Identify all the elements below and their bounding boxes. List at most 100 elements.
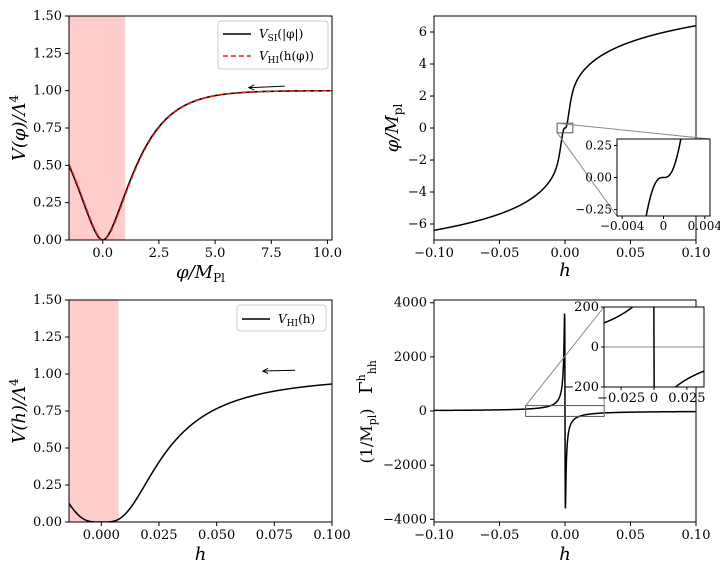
panel-br-xtick-label-0: −0.10 <box>414 528 454 543</box>
panel-tr-ytick-label-6: 6 <box>419 25 427 40</box>
panel-tl-xlabel-part-0: φ/M <box>176 262 214 283</box>
panel-tl-legend-label-1-part-1: HI <box>268 56 280 66</box>
panel-tr-connector-top <box>557 122 711 140</box>
panel-tr-zoom-box <box>556 122 574 134</box>
panel-tr-ylabel: φ/Mpl <box>382 104 405 153</box>
panel-tr-xtick-label-0: −0.10 <box>414 246 454 261</box>
panel-br-ylabel-unit-part-1: pl <box>366 414 379 425</box>
panel-bl-ylabel: V(h)/Λ4 <box>7 378 30 444</box>
panel-tr-ylabel-part-0: φ/M <box>382 115 403 153</box>
panel-bl-ytick-label-1: 0.25 <box>33 478 62 493</box>
panel-tl-series-1 <box>69 90 332 240</box>
panel-tr-inset-xtick-label-2: 0.004 <box>688 219 720 233</box>
panel-bl-legend-label-0-part-1: HI <box>287 319 299 329</box>
panel-br-inset-ytick-label-1: 0 <box>591 340 599 355</box>
panel-tl-ytick-label-2: 0.50 <box>33 158 62 173</box>
panel-tl-xtick-label-0: 0.0 <box>92 246 113 261</box>
panel-br-xtick-label-2: 0.00 <box>551 528 580 543</box>
panel-tr-connector-bottom <box>556 132 618 217</box>
panel-br-inset-ytick-label-0: −200 <box>563 380 599 395</box>
panel-tr-inset-series-0 <box>645 139 682 216</box>
panel-tr-ytick-label-3: 0 <box>419 121 427 136</box>
panel-tl-ytick-label-4: 1.00 <box>33 84 62 99</box>
panel-bl-ytick-label-3: 0.75 <box>33 404 62 419</box>
panel-tr-ytick-label-0: −6 <box>408 217 427 232</box>
panel-br-xtick-label-3: 0.05 <box>616 528 645 543</box>
panel-bl-arrow-head <box>261 367 269 374</box>
panel-tl-shaded-region <box>69 16 126 240</box>
panel-tr-inset-ytick-label-0: −0.25 <box>575 203 612 217</box>
panel-tl-xtick-label-3: 7.5 <box>261 246 282 261</box>
panel-tl-xtick-label-2: 5.0 <box>205 246 226 261</box>
panel-br-inset-xtick-label-2: 0.025 <box>668 391 705 406</box>
panel-bl-ytick-label-2: 0.50 <box>33 441 62 456</box>
panel-tl-series-0 <box>69 89 332 240</box>
panel-bl-arrow-shaft <box>262 369 296 372</box>
panel-br-series-0 <box>434 313 696 509</box>
panel-tl-ytick-label-1: 0.25 <box>33 196 62 211</box>
panel-bl-xtick-label-1: 0.025 <box>140 528 177 543</box>
panel-br-ytick-label-1: −2000 <box>383 458 427 473</box>
panel-tl-ytick-label-0: 0.00 <box>33 233 62 248</box>
panel-bl-ylabel-part-1: 4 <box>7 378 21 386</box>
panel-tl-arrow-head <box>247 84 255 91</box>
panel-br-ylabel: Γhhh <box>355 360 379 394</box>
panel-tl-legend-label-1-part-2: (h(φ)) <box>279 49 314 63</box>
panel-tl-ylabel-part-0: V(φ)/Λ <box>9 102 30 161</box>
panel-br-connector-top <box>525 306 605 406</box>
panel-tl-ytick-label-6: 1.50 <box>33 9 62 24</box>
panel-tr-xlabel: h <box>559 260 571 281</box>
panel-tr-inset-xtick-label-1: 0 <box>660 219 668 233</box>
panel-br-inset-xtick-label-1: 0 <box>650 391 658 406</box>
panel-bl-ytick-label-5: 1.25 <box>33 330 62 345</box>
panel-tr-ytick-label-2: −2 <box>408 153 427 168</box>
panel-br-ytick-label-4: 4000 <box>394 296 427 311</box>
panel-br-ytick-label-2: 0 <box>419 404 427 419</box>
panel-br-inset-series-0 <box>604 307 704 387</box>
panel-bl-xtick-label-2: 0.050 <box>198 528 235 543</box>
panel-tl-legend-label-0-part-1: SI <box>268 34 278 44</box>
panel-bl-xtick-label-4: 0.100 <box>313 528 350 543</box>
panel-tr-ytick-label-1: −4 <box>408 185 427 200</box>
panel-tr-xlabel-part-0: h <box>559 260 571 281</box>
panel-br-ylabel-part-2: hh <box>366 360 379 374</box>
panel-br-xlabel-part-0: h <box>559 544 571 565</box>
panel-br-ylabel-unit-part-2: ) <box>357 408 376 414</box>
panel-tr-xtick-label-2: 0.00 <box>551 246 580 261</box>
panel-bl-xlabel-part-0: h <box>195 544 207 565</box>
panel-bl-xtick-label-3: 0.075 <box>256 528 293 543</box>
panel-tl-ytick-label-5: 1.25 <box>33 46 62 61</box>
panel-tr-ytick-label-4: 2 <box>419 89 427 104</box>
panel-tr-ylabel-part-1: pl <box>391 104 405 116</box>
panel-tl-xlabel-part-1: Pl <box>213 271 225 285</box>
panel-br-ylabel-part-1: h <box>355 374 368 381</box>
panel-tl-ylabel: V(φ)/Λ4 <box>7 94 30 161</box>
panel-tl-xlabel: φ/MPl <box>176 262 225 285</box>
panel-bl-ytick-label-4: 1.00 <box>33 367 62 382</box>
panel-br-xtick-label-1: −0.05 <box>480 528 520 543</box>
panel-bl-shaded-region <box>69 300 119 522</box>
panel-tl-legend-label-1-part-0: V <box>259 49 269 63</box>
panel-br-ylabel-part-0: Γ <box>356 381 377 394</box>
panel-tl-ylabel-part-1: 4 <box>7 94 21 102</box>
panel-tl-arrow-shaft <box>248 85 285 89</box>
panel-bl-ytick-label-6: 1.50 <box>33 293 62 308</box>
panel-br-ytick-label-3: 2000 <box>394 350 427 365</box>
panel-br-inset-ytick-label-2: 200 <box>574 300 599 315</box>
panel-br-ytick-label-0: −4000 <box>383 512 427 527</box>
panel-tl-ytick-label-3: 0.75 <box>33 121 62 136</box>
panel-br-ylabel-unit: (1/Mpl) <box>357 408 379 463</box>
panel-tl-xtick-label-1: 2.5 <box>149 246 170 261</box>
panel-bl-ytick-label-0: 0.00 <box>33 515 62 530</box>
panel-tr-inset-xtick-label-0: −0.004 <box>600 219 645 233</box>
panel-bl-xlabel: h <box>195 544 207 565</box>
panel-br-inset-xtick-label-0: −0.025 <box>597 391 645 406</box>
panel-tr-xtick-label-3: 0.05 <box>616 246 645 261</box>
panel-tr-ytick-label-5: 4 <box>419 57 427 72</box>
panel-tr-series-0 <box>434 24 696 232</box>
panel-br-xtick-label-4: 0.10 <box>682 528 711 543</box>
panel-tl-legend-label-0-part-2: (|φ|) <box>277 27 303 41</box>
panel-tl-legend-label-1: VHI(h(φ)) <box>259 49 314 66</box>
panel-tr-inset-ytick-label-1: 0.00 <box>585 171 612 185</box>
panel-tl-xtick-label-4: 10.0 <box>313 246 342 261</box>
